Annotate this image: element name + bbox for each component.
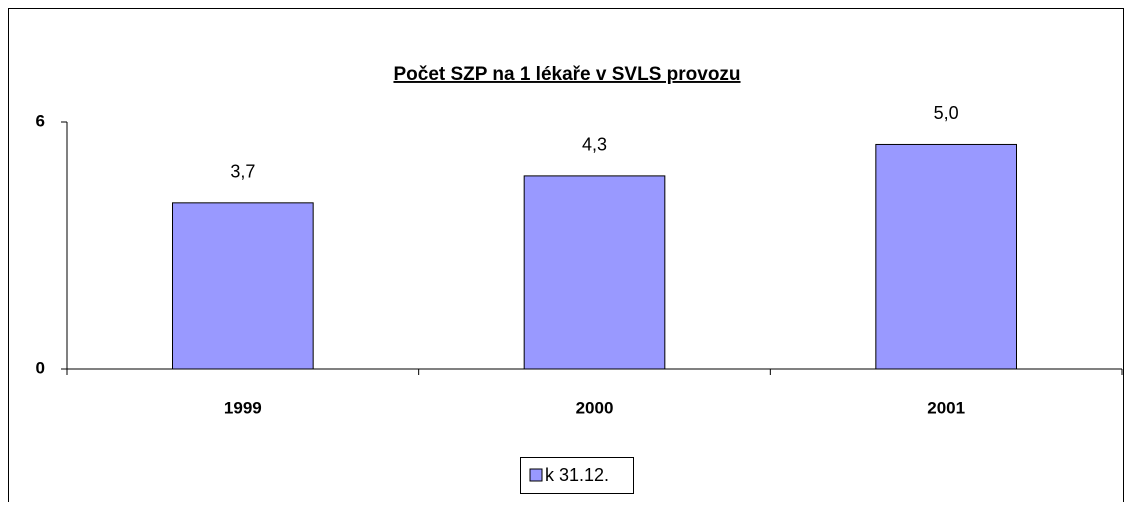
value-label: 4,3 bbox=[582, 135, 607, 155]
y-tick-label: 6 bbox=[36, 111, 45, 130]
x-tick-label: 1999 bbox=[224, 398, 262, 417]
legend-swatch bbox=[529, 468, 543, 482]
x-tick-label: 2001 bbox=[927, 398, 965, 417]
x-tick-label: 2000 bbox=[576, 398, 614, 417]
chart-title: Počet SZP na 1 lékaře v SVLS provozu bbox=[393, 64, 740, 85]
value-label: 5,0 bbox=[934, 103, 959, 123]
bar bbox=[523, 175, 666, 370]
y-tick-label: 0 bbox=[36, 358, 45, 377]
legend-label: k 31.12. bbox=[545, 465, 609, 485]
value-label: 3,7 bbox=[230, 162, 255, 182]
bar bbox=[172, 202, 314, 370]
bar bbox=[875, 143, 1017, 370]
